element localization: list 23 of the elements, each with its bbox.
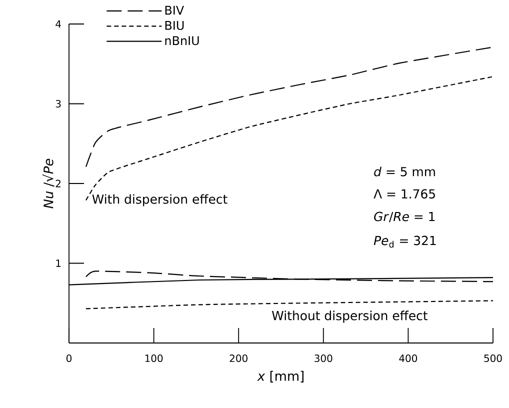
annotation: Gr/Re = 1 [374, 212, 435, 222]
annotation: Pe$_{d}$ = 321 [374, 236, 436, 248]
annotation: Without dispersion effect [272, 310, 428, 323]
y-axis-title: Nu /√Pe [42, 158, 54, 208]
x-tick-label: 200 [230, 354, 248, 362]
annotation: d = 5 mm [374, 166, 435, 176]
line-series [85, 300, 493, 310]
y-tick-label: 3 [56, 100, 61, 108]
x-tick-label: 300 [314, 354, 332, 362]
x-tick-label: 400 [399, 354, 418, 362]
legend-label: BIU [165, 21, 184, 30]
y-tick-label: 4 [56, 20, 61, 28]
y-tick-label: 1 [56, 260, 61, 267]
x-tick-label: 0 [66, 354, 72, 362]
x-tick-label: 100 [145, 354, 163, 362]
annotation: With dispersion effect [92, 194, 228, 206]
line-series [85, 46, 493, 168]
legend-label: BIV [165, 6, 184, 15]
x-axis-title: x [mm] [257, 370, 304, 382]
x-tick-label: 500 [484, 354, 502, 362]
y-tick-label: 2 [56, 180, 60, 188]
legend-label: nBnIU [165, 36, 199, 46]
annotation: Λ = 1.765 [374, 189, 435, 199]
